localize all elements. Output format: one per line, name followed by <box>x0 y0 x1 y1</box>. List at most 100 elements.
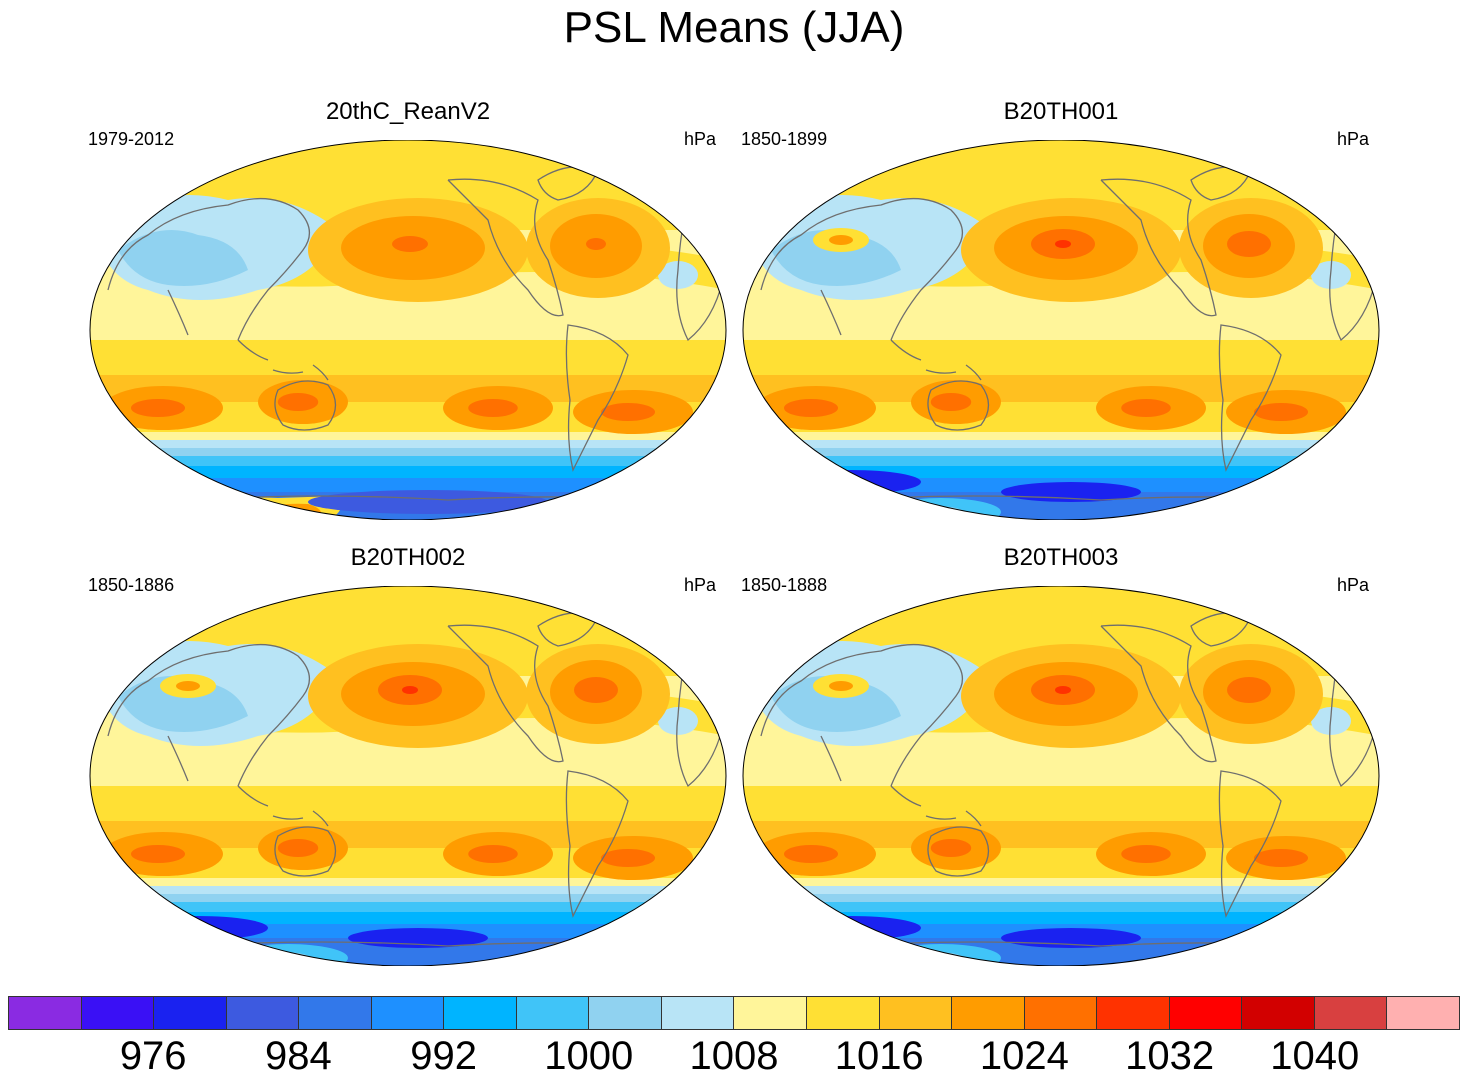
colorbar-box <box>1024 997 1098 1029</box>
colorbar-box <box>807 997 880 1029</box>
coastline <box>447 624 564 763</box>
panel-period: 1850-1886 <box>88 575 175 595</box>
psl-map <box>89 140 727 520</box>
pressure-band <box>90 478 726 492</box>
map-field <box>90 140 726 520</box>
panel-units: hPa <box>683 575 716 595</box>
pressure-band <box>90 448 726 456</box>
colorbar-box <box>371 997 445 1029</box>
colorbar-box <box>1169 997 1243 1029</box>
asian-low-core <box>118 230 248 286</box>
colorbar-label: 1016 <box>834 1034 924 1078</box>
atlantic-high-core <box>1227 677 1271 703</box>
colorbar-label: 984 <box>265 1034 332 1078</box>
coastline <box>237 785 329 827</box>
pressure-band <box>90 786 726 821</box>
pressure-band <box>743 456 1379 466</box>
coastline <box>760 197 963 341</box>
coastline <box>237 339 329 381</box>
pressure-band <box>743 894 1379 902</box>
antarctic-low <box>308 490 548 514</box>
southern-high-core <box>131 845 185 863</box>
map-panel: B20TH001 1850-1899 hPa <box>741 98 1393 520</box>
coastline <box>890 785 982 827</box>
coastline <box>1218 324 1282 472</box>
colorbar-box <box>1242 997 1315 1029</box>
colorbar-box <box>226 997 300 1029</box>
southern-high-core <box>468 399 518 417</box>
coastline <box>927 826 990 877</box>
colorbar-box <box>1314 997 1388 1029</box>
coastline <box>927 380 990 431</box>
pressure-band <box>743 466 1379 478</box>
map-field <box>743 586 1379 966</box>
southern-high-core <box>1254 849 1308 867</box>
panel-period: 1979-2012 <box>88 129 175 149</box>
coastline <box>537 612 599 647</box>
coastline <box>447 178 564 317</box>
pressure-band <box>90 456 726 466</box>
map-outline <box>742 140 1380 520</box>
map-field <box>90 586 726 966</box>
southern-high-core <box>784 399 838 417</box>
colorbar-label: 992 <box>410 1034 477 1078</box>
pressure-band <box>90 878 726 886</box>
colorbar-box <box>879 997 953 1029</box>
panel-units: hPa <box>1336 129 1369 149</box>
colorbar-box <box>1387 997 1459 1029</box>
coastline <box>537 166 599 201</box>
coastline <box>890 339 982 381</box>
pressure-band <box>90 902 726 912</box>
southern-high-core <box>1254 403 1308 421</box>
colorbar-box <box>516 997 590 1029</box>
panel-title: B20TH002 <box>350 544 466 571</box>
pressure-band <box>743 440 1379 448</box>
panel-units: hPa <box>683 129 716 149</box>
colorbar-box <box>1097 997 1170 1029</box>
colorbar-label: 1032 <box>1125 1034 1215 1078</box>
pacific-high-peak <box>1055 240 1071 248</box>
pressure-band <box>90 466 726 478</box>
southern-high-core <box>468 845 518 863</box>
colorbar-box <box>589 997 662 1029</box>
pressure-band <box>90 912 726 924</box>
southern-high-core <box>601 403 655 421</box>
panel-title: 20thC_ReanV2 <box>325 98 491 125</box>
pressure-band <box>743 912 1379 924</box>
pressure-band <box>743 902 1379 912</box>
asian-low-core <box>771 230 901 286</box>
coastline <box>760 643 963 787</box>
colorbar <box>8 996 1460 1030</box>
coastline <box>167 735 189 782</box>
pressure-band <box>90 886 726 894</box>
figure-title: PSL Means (JJA) <box>563 3 905 52</box>
coastline <box>107 197 310 341</box>
antarctic-low <box>1241 480 1361 500</box>
map-field <box>743 140 1379 520</box>
panel-title: B20TH001 <box>1003 98 1119 125</box>
coastline <box>820 289 842 336</box>
antarctic-low <box>128 916 268 940</box>
coastline <box>1218 770 1282 918</box>
colorbar-box <box>952 997 1025 1029</box>
antarctic-anomaly <box>238 503 322 520</box>
antarctic-low <box>1241 926 1361 946</box>
coastline <box>167 289 189 336</box>
pressure-band <box>90 894 726 902</box>
pressure-band <box>743 878 1379 886</box>
atlantic-high-core <box>574 677 618 703</box>
map-panel: B20TH002 1850-1886 hPa <box>88 544 740 966</box>
pressure-band <box>743 886 1379 894</box>
colorbar-label: 1000 <box>544 1034 634 1078</box>
map-outline <box>742 586 1380 966</box>
coastline <box>274 380 337 431</box>
panel-title: B20TH003 <box>1003 544 1119 571</box>
southern-high-core <box>601 849 655 867</box>
map-outline <box>89 586 727 966</box>
tibet-high-core <box>829 235 853 245</box>
pressure-band <box>90 440 726 448</box>
map-outline <box>89 140 727 520</box>
panel-units: hPa <box>1336 575 1369 595</box>
pressure-band <box>90 432 726 440</box>
pressure-band <box>90 340 726 375</box>
